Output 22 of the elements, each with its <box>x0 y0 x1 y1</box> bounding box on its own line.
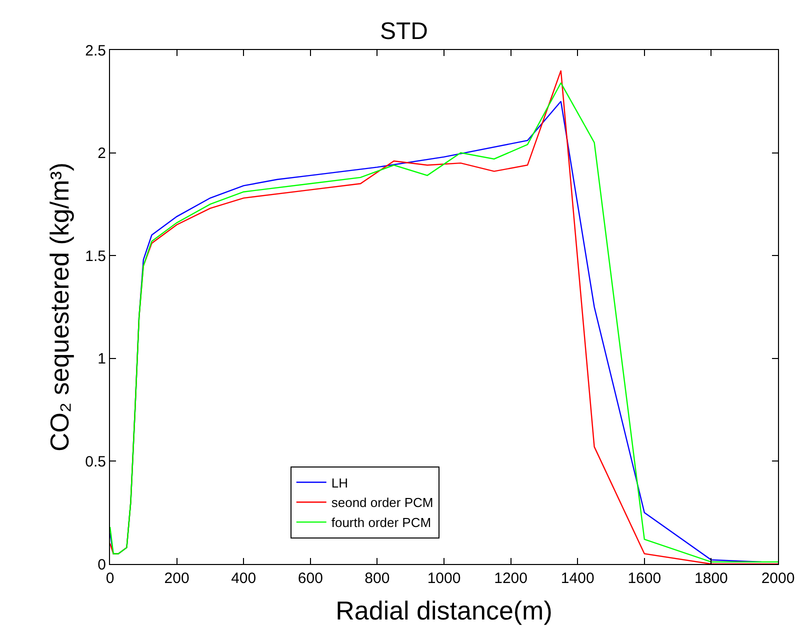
legend-label: LH <box>331 475 348 490</box>
y-axis-title: CO₂ sequestered (kg/m³) <box>44 162 75 452</box>
x-tick-label: 1200 <box>494 570 528 587</box>
y-tick-label: 0.5 <box>85 453 106 470</box>
y-tick-label: 0 <box>98 556 106 574</box>
y-tick-label: 1 <box>98 350 106 368</box>
chart-title: STD <box>380 18 428 46</box>
x-tick-label: 800 <box>364 570 390 587</box>
x-axis-title: Radial distance(m) <box>336 596 552 626</box>
y-tick-label: 2 <box>98 145 106 162</box>
legend-label: seond order PCM <box>331 495 434 510</box>
y-tick-label: 1.5 <box>85 248 106 265</box>
x-tick-label: 1400 <box>560 570 594 587</box>
x-tick-label: 1600 <box>628 570 662 587</box>
x-tick-label: 1800 <box>694 570 728 587</box>
x-tick-label: 1000 <box>427 570 461 587</box>
x-tick-label: 400 <box>231 570 256 587</box>
x-tick-label: 2000 <box>761 570 795 587</box>
legend-label: fourth order PCM <box>331 515 432 530</box>
y-tick-label: 2.5 <box>85 42 106 60</box>
x-tick-label: 600 <box>298 570 323 587</box>
x-tick-label: 200 <box>164 570 190 587</box>
